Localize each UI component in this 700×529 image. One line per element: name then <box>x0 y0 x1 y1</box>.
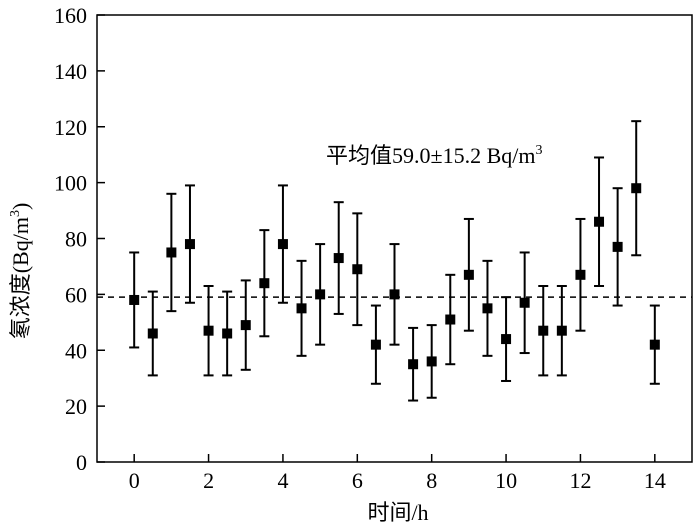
point-marker <box>147 328 158 339</box>
point-marker <box>631 183 642 194</box>
data-point <box>184 184 195 304</box>
point-marker <box>389 289 400 300</box>
point-marker <box>445 314 456 325</box>
y-axis-label: 氡浓度(Bq/m3) <box>8 203 33 340</box>
data-point <box>240 279 251 371</box>
data-point <box>575 217 586 332</box>
point-marker <box>333 253 344 264</box>
data-point <box>129 251 140 349</box>
point-marker <box>538 325 549 336</box>
point-marker <box>463 269 474 280</box>
data-point <box>612 187 623 307</box>
data-point <box>315 243 326 346</box>
point-marker <box>203 325 214 336</box>
data-point <box>538 284 549 377</box>
data-point <box>333 201 344 315</box>
point-marker <box>315 289 326 300</box>
data-point <box>594 156 605 287</box>
point-marker <box>482 303 493 314</box>
y-tick-label: 80 <box>65 227 87 252</box>
point-marker <box>612 241 623 252</box>
data-point <box>463 217 474 332</box>
x-tick-label: 0 <box>129 468 140 493</box>
point-marker <box>166 247 177 258</box>
point-marker <box>370 339 381 350</box>
data-point <box>445 273 456 366</box>
data-point <box>222 290 233 377</box>
data-point <box>370 304 381 385</box>
y-tick-label: 20 <box>65 394 87 419</box>
point-marker <box>240 320 251 331</box>
mean-annotation: 平均值59.0±15.2 Bq/m3 <box>326 143 542 168</box>
y-tick-label: 100 <box>54 171 87 196</box>
y-axis-label-sup: 3 <box>8 210 23 217</box>
point-marker <box>222 328 233 339</box>
y-axis-label-main: 氡浓度(Bq/m <box>8 217 33 339</box>
y-tick-label: 160 <box>54 3 87 28</box>
x-axis-label: 时间/h <box>367 500 428 525</box>
point-marker <box>352 264 363 275</box>
x-tick-label: 2 <box>203 468 214 493</box>
data-point <box>296 259 307 357</box>
data-point <box>147 290 158 377</box>
x-tick-label: 14 <box>644 468 666 493</box>
data-point <box>389 243 400 346</box>
point-marker <box>296 303 307 314</box>
point-marker <box>184 239 195 250</box>
point-marker <box>501 334 512 345</box>
x-tick-label: 6 <box>352 468 363 493</box>
data-point <box>519 251 530 355</box>
data-point <box>649 304 660 385</box>
y-tick-label: 40 <box>65 338 87 363</box>
point-marker <box>519 297 530 308</box>
data-point <box>277 184 288 304</box>
data-point <box>482 259 493 357</box>
point-marker <box>556 325 567 336</box>
mean-annotation-text: 平均值59.0±15.2 Bq/m <box>326 143 535 168</box>
point-marker <box>575 269 586 280</box>
data-points-layer <box>129 120 660 402</box>
point-marker <box>649 339 660 350</box>
x-tick-label: 10 <box>495 468 517 493</box>
data-point <box>501 296 512 382</box>
y-tick-label: 120 <box>54 115 87 140</box>
data-point <box>426 324 437 399</box>
point-marker <box>594 216 605 227</box>
data-point <box>259 229 270 338</box>
data-point <box>352 212 363 327</box>
data-point <box>556 284 567 377</box>
x-tick-label: 8 <box>426 468 437 493</box>
data-point <box>631 120 642 257</box>
data-point <box>166 192 177 313</box>
x-tick-label: 4 <box>277 468 288 493</box>
mean-annotation-sup: 3 <box>535 143 542 158</box>
point-marker <box>259 278 270 289</box>
data-point <box>203 284 214 377</box>
y-tick-label: 0 <box>76 450 87 475</box>
point-marker <box>408 359 419 370</box>
point-marker <box>426 356 437 367</box>
y-tick-label: 60 <box>65 282 87 307</box>
y-axis-label-close: ) <box>8 203 33 210</box>
point-marker <box>129 294 140 305</box>
x-tick-label: 12 <box>569 468 591 493</box>
y-tick-label: 140 <box>54 59 87 84</box>
data-point <box>408 326 419 402</box>
plot-frame <box>96 14 693 463</box>
point-marker <box>277 239 288 250</box>
